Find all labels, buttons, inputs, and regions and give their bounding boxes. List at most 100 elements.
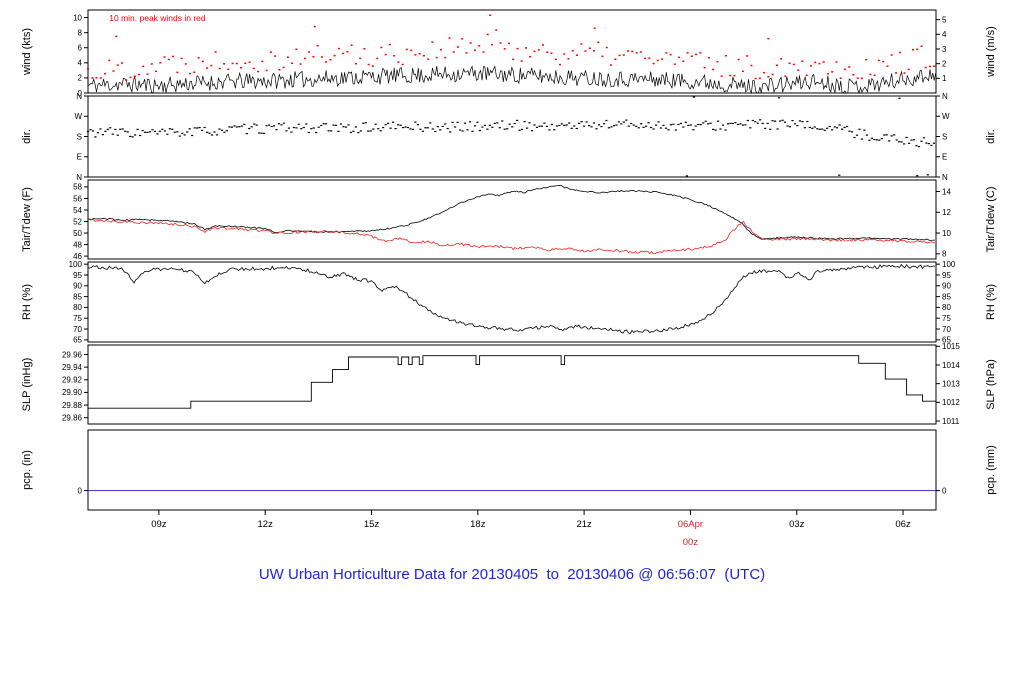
series-tdew (87, 218, 935, 255)
series-wind-dir (86, 119, 935, 148)
xtick-label: 21z (576, 519, 592, 530)
ytick-label-left: 29.90 (62, 388, 83, 397)
ytick-label-left: 95 (73, 271, 82, 280)
ytick-label-right: 70 (942, 325, 951, 334)
ytick-label-left: 50 (73, 229, 82, 238)
chart-title: UW Urban Horticulture Data for 20130405 … (258, 566, 766, 583)
series-wind-speed (87, 65, 936, 95)
ytick-label-right: 2 (942, 59, 947, 68)
ytick-label-right: 14 (942, 187, 951, 196)
ytick-label-left: 56 (73, 194, 82, 203)
ytick-label-left: 6 (78, 44, 83, 53)
ytick-label-right: 1013 (942, 379, 960, 388)
ytick-label-left: 54 (73, 206, 82, 215)
ytick-label-right: 1014 (942, 361, 960, 370)
ytick-label-right: 85 (942, 292, 951, 301)
ytick-label-left: 4 (78, 59, 83, 68)
axis-label-right-pcp: pcp. (mm) (985, 445, 997, 495)
axis-label-right-slp: SLP (hPa) (985, 359, 997, 410)
ytick-label-right: E (942, 153, 947, 162)
ytick-label-left: S (77, 132, 82, 141)
ytick-label-right: 75 (942, 314, 951, 323)
ytick-label-right: 12 (942, 208, 951, 217)
panel-pcp: 0 0 pcp. (in) pcp. (mm) (21, 429, 997, 511)
ytick-label-left: 85 (73, 292, 82, 301)
ytick-label-left: 90 (73, 282, 82, 291)
axis-label-left-rh: RH (%) (21, 284, 33, 320)
ytick-label-right: 1015 (942, 342, 960, 351)
ytick-label-right: 3 (942, 45, 947, 54)
ytick-label-right: 10 (942, 229, 951, 238)
ytick-label-left: 29.88 (62, 401, 83, 410)
xtick-label: 18z (470, 519, 486, 530)
ytick-label-right: W (942, 112, 950, 121)
ytick-label-left: 58 (73, 183, 82, 192)
ytick-label-left: 29.86 (62, 413, 83, 422)
ytick-label-right: 0 (942, 486, 947, 495)
ytick-label-right: 1 (942, 74, 947, 83)
series-rh (87, 263, 935, 335)
ytick-label-right: 5 (942, 15, 947, 24)
ytick-label-left: 70 (73, 325, 82, 334)
axis-label-left-tair: Tair/Tdew (F) (21, 187, 33, 252)
ytick-label-left: 8 (78, 28, 83, 37)
ytick-label-right: 4 (942, 30, 947, 39)
ytick-label-right: N (942, 92, 948, 101)
ytick-label-left: 29.92 (62, 376, 83, 385)
xtick-label: 12z (258, 519, 274, 530)
ytick-label-left: 2 (78, 74, 83, 83)
axis-label-left-pcp: pcp. (in) (21, 450, 33, 490)
ytick-label-right: 1011 (942, 417, 960, 426)
ytick-label-left: 48 (73, 240, 82, 249)
ytick-label-right: 8 (942, 250, 947, 259)
series-wind-peak-outliers (115, 14, 770, 40)
ytick-label-right: N (942, 173, 948, 182)
ytick-label-right: 100 (942, 260, 956, 269)
series-wind-peak (87, 29, 936, 81)
series-slp (88, 355, 936, 409)
ytick-label-left: 80 (73, 303, 82, 312)
ytick-label-left: 0 (78, 486, 83, 495)
axis-label-left-slp: SLP (inHg) (21, 358, 33, 412)
ytick-label-left: N (76, 92, 82, 101)
meteogram: 0 2 4 6 8 10 1 2 3 4 5 wind (kts) wind (m/s) 10 min. … (21, 9, 997, 583)
axis-label-right-dir: dir. (985, 129, 997, 144)
xtick-label: 03z (789, 519, 805, 530)
ytick-label-left: 100 (69, 260, 83, 269)
ytick-label-left: 46 (73, 252, 82, 261)
x-axis: 09z 12z 15z 18z 21z 06Apr 00z 03z 06z (151, 510, 911, 548)
axis-label-left-wind: wind (kts) (21, 28, 33, 76)
ytick-label-left: 52 (73, 217, 82, 226)
axis-label-right-wind: wind (m/s) (985, 26, 997, 78)
ytick-label-left: 0 (78, 89, 83, 98)
xtick-label: 15z (364, 519, 380, 530)
ytick-label-left: 10 (73, 13, 82, 22)
ytick-label-right: S (942, 132, 947, 141)
ytick-label-right: 65 (942, 336, 951, 345)
series-tair (87, 184, 935, 241)
ytick-label-left: 65 (73, 336, 82, 345)
xtick-label: 06z (895, 519, 911, 530)
panel-slp: 29.86 29.88 29.90 29.92 29.94 29.96 1011 1012 10… (21, 342, 997, 426)
ytick-label-right: 80 (942, 303, 951, 312)
ytick-label-left: W (74, 112, 82, 121)
ytick-label-left: E (77, 153, 82, 162)
axis-label-right-tair: Tair/Tdew (C) (985, 186, 997, 252)
ytick-label-left: 29.94 (62, 363, 83, 372)
ytick-label-right: 90 (942, 282, 951, 291)
ytick-label-left: 29.96 (62, 350, 83, 359)
xtick-label: 09z (151, 519, 167, 530)
ytick-label-right: 95 (942, 271, 951, 280)
axis-label-right-rh: RH (%) (985, 284, 997, 320)
ytick-label-left: N (76, 173, 82, 182)
xtick-label-2: 00z (683, 537, 699, 548)
peak-wind-annotation: 10 min. peak winds in red (109, 13, 206, 23)
ytick-label-right: 1012 (942, 398, 960, 407)
xtick-label: 06Apr (678, 519, 703, 530)
series-wind-dir-outliers (685, 96, 929, 177)
ytick-label-left: 75 (73, 314, 82, 323)
